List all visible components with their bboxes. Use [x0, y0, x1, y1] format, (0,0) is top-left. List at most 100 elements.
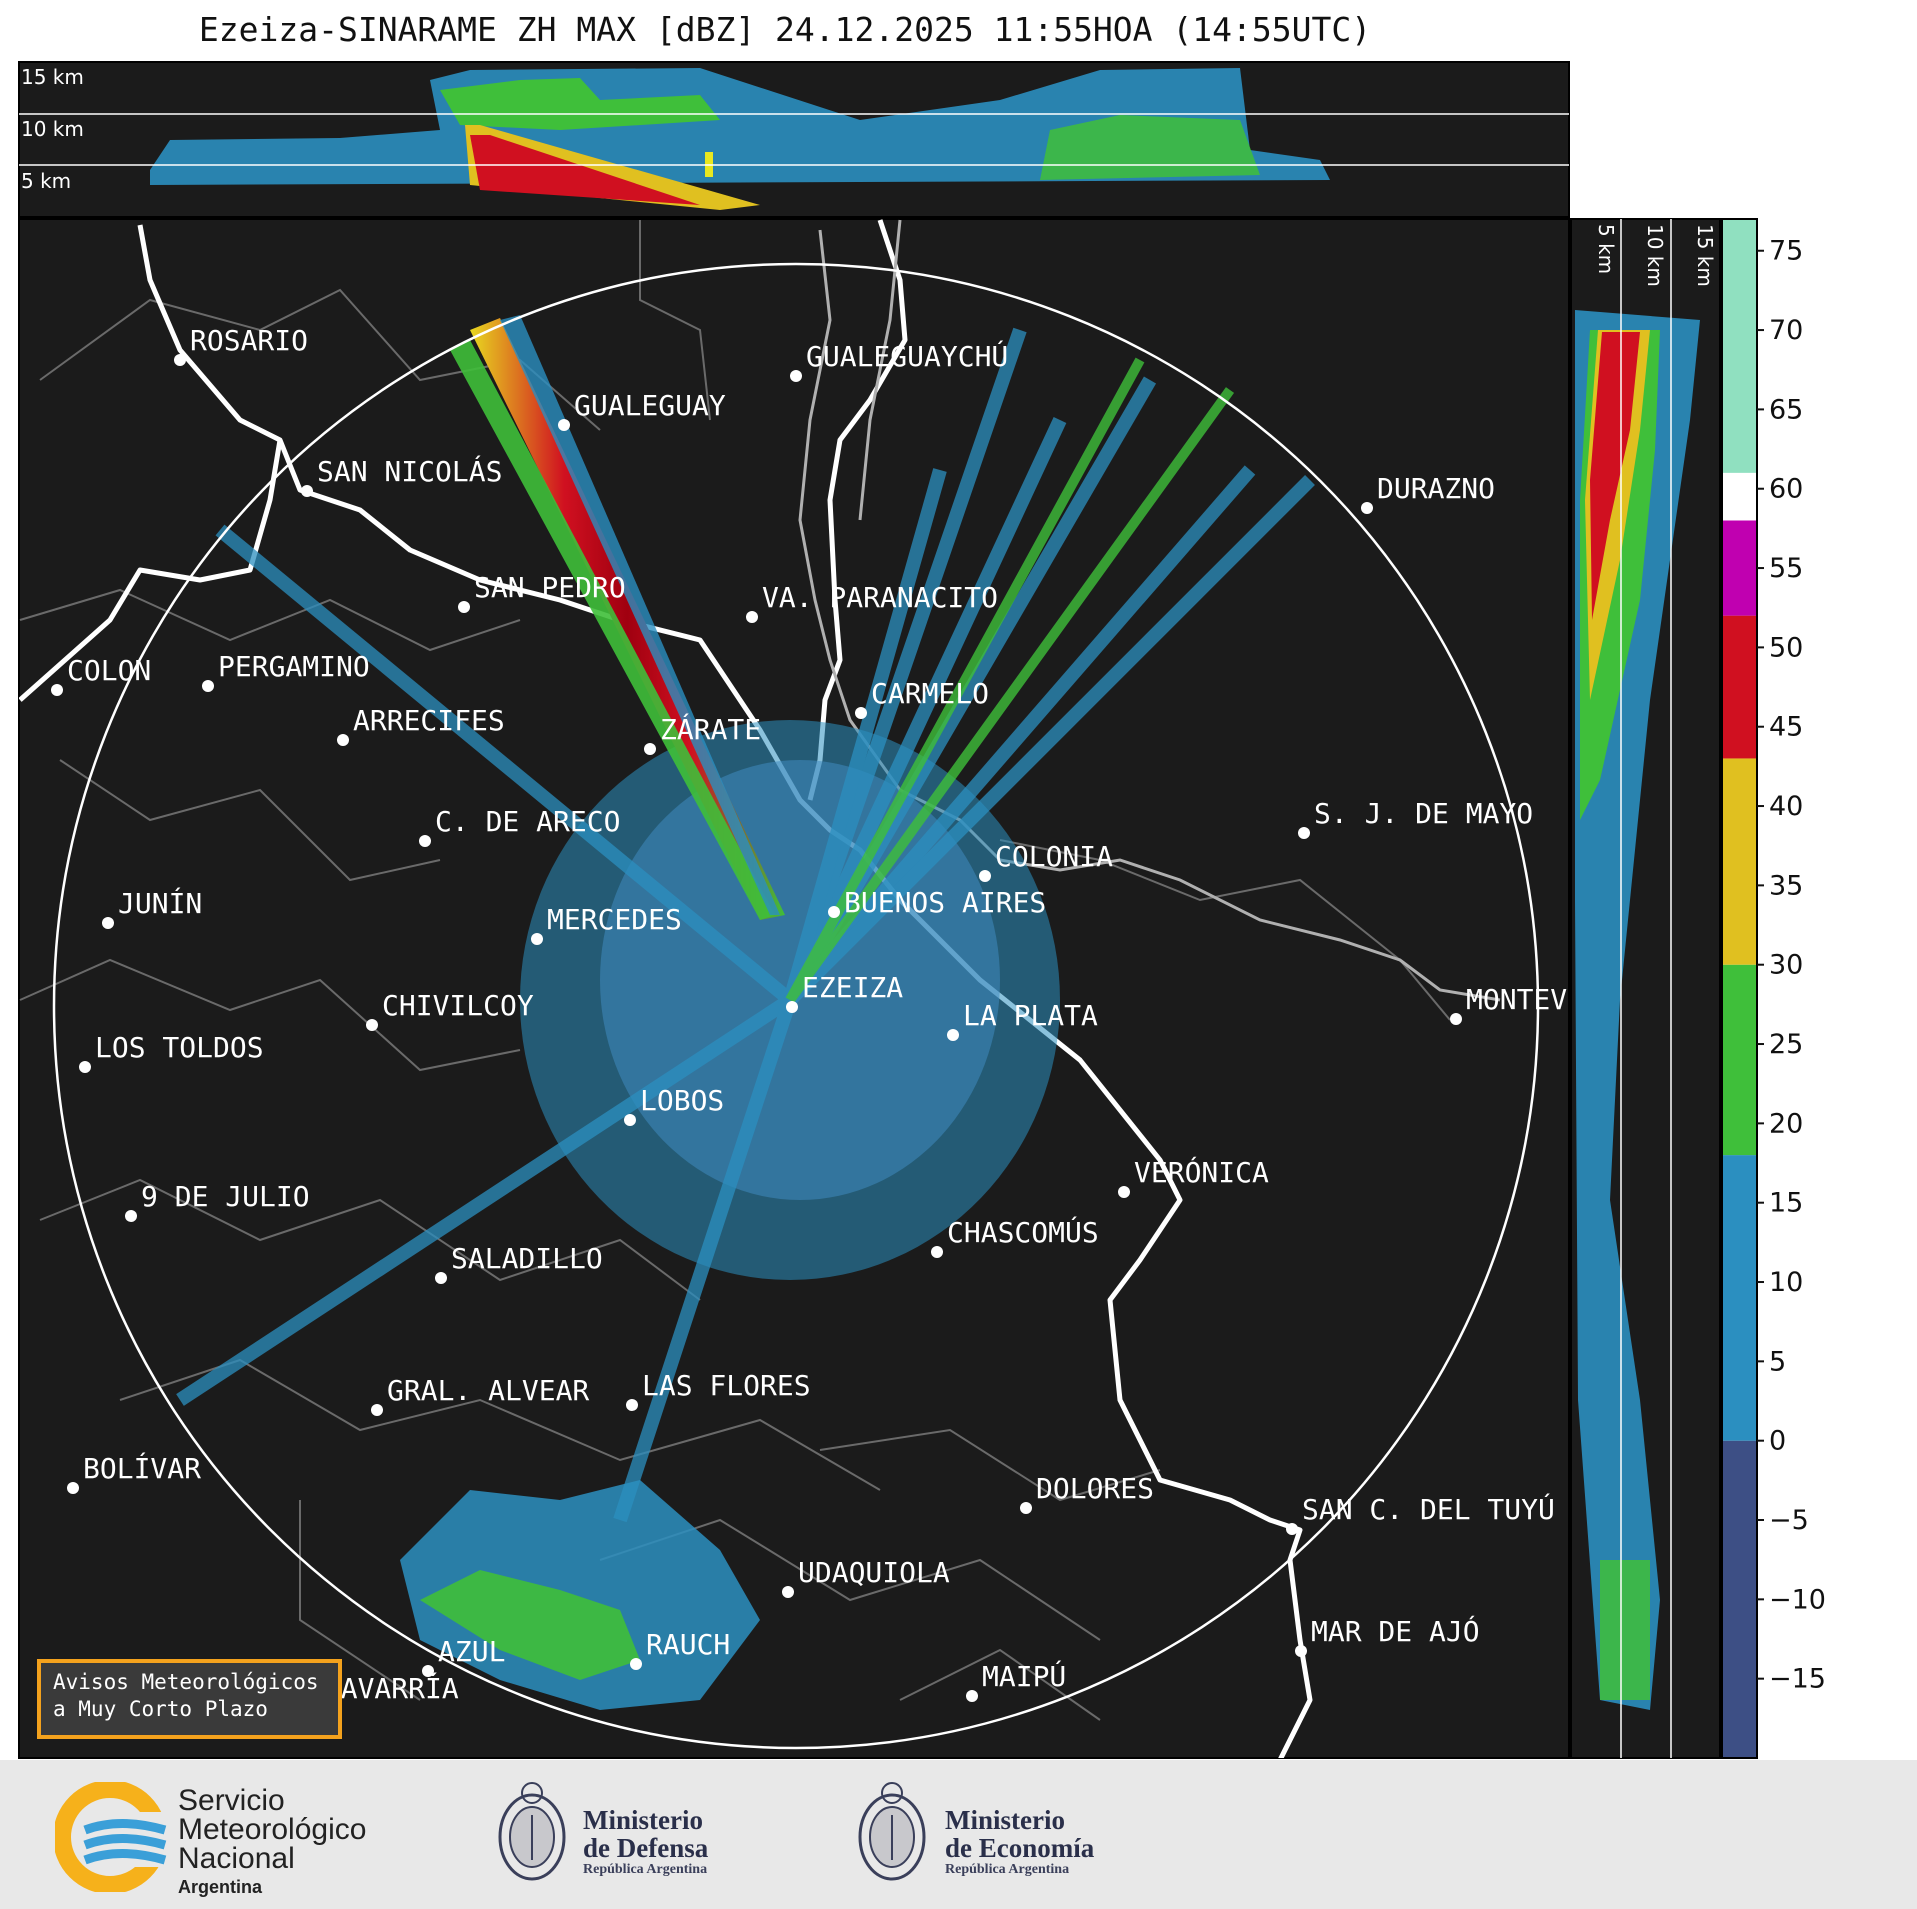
colorbar-band — [1722, 219, 1757, 473]
city-layer: ROSARIO GUALEGUAYCHÚ GUALEGUAY SAN NICOL… — [51, 324, 1635, 1714]
city-label: BUENOS AIRES — [844, 886, 1046, 919]
radar-echoes — [176, 315, 1315, 1710]
ppi-map-panel: ROSARIO GUALEGUAYCHÚ GUALEGUAY SAN NICOL… — [18, 218, 1635, 1759]
colorbar-band — [1722, 520, 1757, 616]
top-label-15km: 15 km — [21, 65, 84, 89]
avisos-line1: Avisos Meteorológicos — [53, 1670, 319, 1694]
top-label-10km: 10 km — [21, 117, 84, 141]
city-label: CARMELO — [871, 677, 989, 710]
top-cross-section: 15 km 10 km 5 km — [18, 61, 1570, 218]
colorbar-tick-label: 60 — [1769, 474, 1803, 505]
city-label: MAIPÚ — [982, 1659, 1066, 1693]
economia-line3: República Argentina — [945, 1862, 1070, 1877]
city-label: BOLÍVAR — [83, 1451, 201, 1485]
colorbar-tick-label: 70 — [1769, 315, 1803, 346]
defensa-line3: República Argentina — [583, 1862, 708, 1877]
colorbar-tick-label: 10 — [1769, 1267, 1803, 1298]
city-label: SALADILLO — [451, 1242, 603, 1275]
defensa-text: Ministerio de Defensa República Argentin… — [583, 1806, 708, 1878]
city-label: ZÁRATE — [660, 712, 761, 746]
smn-line2: Meteorológico — [178, 1813, 367, 1846]
economia-text: Ministerio de Economía República Argenti… — [945, 1806, 1094, 1878]
city-label: CHASCOMÚS — [947, 1215, 1099, 1249]
smn-name: Servicio Meteorológico Nacional Argentin… — [178, 1786, 366, 1902]
colorbar-tick-label: 5 — [1769, 1346, 1786, 1377]
colorbar-band — [1722, 964, 1757, 1156]
colorbar-band — [1722, 758, 1757, 965]
city-label: LA PLATA — [963, 999, 1098, 1032]
smn-line4: Argentina — [178, 1877, 263, 1897]
chart-title: Ezeiza-SINARAME ZH MAX [dBZ] 24.12.2025 … — [198, 10, 1372, 49]
city-label: MONTEVIDEO — [1466, 983, 1635, 1016]
colorbar-band — [1722, 615, 1757, 759]
colorbar-tick-label: 45 — [1769, 712, 1803, 743]
colorbar-tick-label: 75 — [1769, 236, 1803, 267]
colorbar-tick-label: 55 — [1769, 553, 1803, 584]
coat-of-arms-icon — [498, 1782, 566, 1881]
city-label: COLON — [67, 654, 151, 687]
city-label: CHIVILCOY — [382, 989, 534, 1022]
coat-of-arms-icon — [858, 1782, 926, 1881]
colorbar-tick-label: 0 — [1769, 1426, 1786, 1457]
city-label: C. DE ARECO — [435, 805, 620, 838]
city-label: GRAL. ALVEAR — [387, 1374, 589, 1407]
colorbar-tick-label: 40 — [1769, 791, 1803, 822]
avisos-line2: a Muy Corto Plazo — [53, 1697, 268, 1721]
colorbar-tick-label: 50 — [1769, 632, 1803, 663]
city-label: JUNÍN — [118, 886, 202, 920]
city-label: SAN NICOLÁS — [317, 454, 502, 488]
colorbar-tick-label: 35 — [1769, 870, 1803, 901]
side-label-15km: 15 km — [1693, 224, 1717, 287]
city-label: COLONIA — [995, 840, 1113, 873]
smn-logo-icon — [55, 1782, 175, 1892]
footer-logos — [0, 1760, 1917, 1909]
side-label-5km: 5 km — [1594, 224, 1618, 274]
city-label: ROSARIO — [190, 324, 308, 357]
city-label: LOS TOLDOS — [95, 1031, 264, 1064]
defensa-line2: de Defensa — [583, 1833, 709, 1863]
colorbar-tick-label: 65 — [1769, 394, 1803, 425]
colorbar-tick-label: −5 — [1769, 1505, 1809, 1536]
city-label: LAS FLORES — [642, 1369, 811, 1402]
colorbar-band — [1722, 472, 1757, 521]
colorbar-tick-label: 30 — [1769, 950, 1803, 981]
economia-line1: Ministerio — [945, 1805, 1065, 1835]
city-label: DOLORES — [1036, 1472, 1154, 1505]
colorbar-tick-label: 20 — [1769, 1108, 1803, 1139]
economia-line2: de Economía — [945, 1833, 1095, 1863]
city-label: DURAZNO — [1377, 472, 1495, 505]
colorbar-band — [1722, 1440, 1757, 1758]
city-label: MERCEDES — [547, 903, 682, 936]
smn-line1: Servicio — [178, 1784, 285, 1817]
city-label: VERÓNICA — [1134, 1155, 1269, 1189]
colorbar-tick-label: −10 — [1769, 1584, 1826, 1615]
top-label-5km: 5 km — [21, 169, 71, 193]
city-label: LOBOS — [640, 1084, 724, 1117]
city-label: VA. PARANACITO — [762, 581, 998, 614]
city-label: AZUL — [438, 1635, 505, 1668]
city-label: EZEIZA — [802, 971, 903, 1004]
defensa-line1: Ministerio — [583, 1805, 703, 1835]
city-label: PERGAMINO — [218, 650, 370, 683]
city-label: SAN C. DEL TUYÚ — [1302, 1492, 1555, 1526]
range-ring — [52, 262, 1540, 1750]
side-label-10km: 10 km — [1643, 224, 1667, 287]
colorbar-tick-label: 25 — [1769, 1029, 1803, 1060]
city-label: SAN PEDRO — [474, 571, 626, 604]
city-label: UDAQUIOLA — [798, 1556, 950, 1589]
colorbar-band — [1722, 1155, 1757, 1441]
colorbar-tick-label: −15 — [1769, 1664, 1826, 1695]
city-label: MAR DE AJÓ — [1311, 1614, 1480, 1648]
colorbar-tick-label: 15 — [1769, 1188, 1803, 1219]
side-cross-section: 5 km 10 km 15 km — [1570, 218, 1721, 1759]
city-label: RAUCH — [646, 1628, 730, 1661]
city-label: 9 DE JULIO — [141, 1180, 310, 1213]
city-label: S. J. DE MAYO — [1314, 797, 1533, 830]
radar-map[interactable]: 15 km 10 km 5 km — [0, 0, 1917, 1760]
city-label: GUALEGUAY — [574, 389, 726, 422]
avisos-badge[interactable]: Avisos Meteorológicos a Muy Corto Plazo — [37, 1659, 342, 1739]
city-label: ARRECIFES — [353, 704, 505, 737]
smn-line3: Nacional — [178, 1842, 295, 1875]
city-label: GUALEGUAYCHÚ — [806, 339, 1008, 373]
